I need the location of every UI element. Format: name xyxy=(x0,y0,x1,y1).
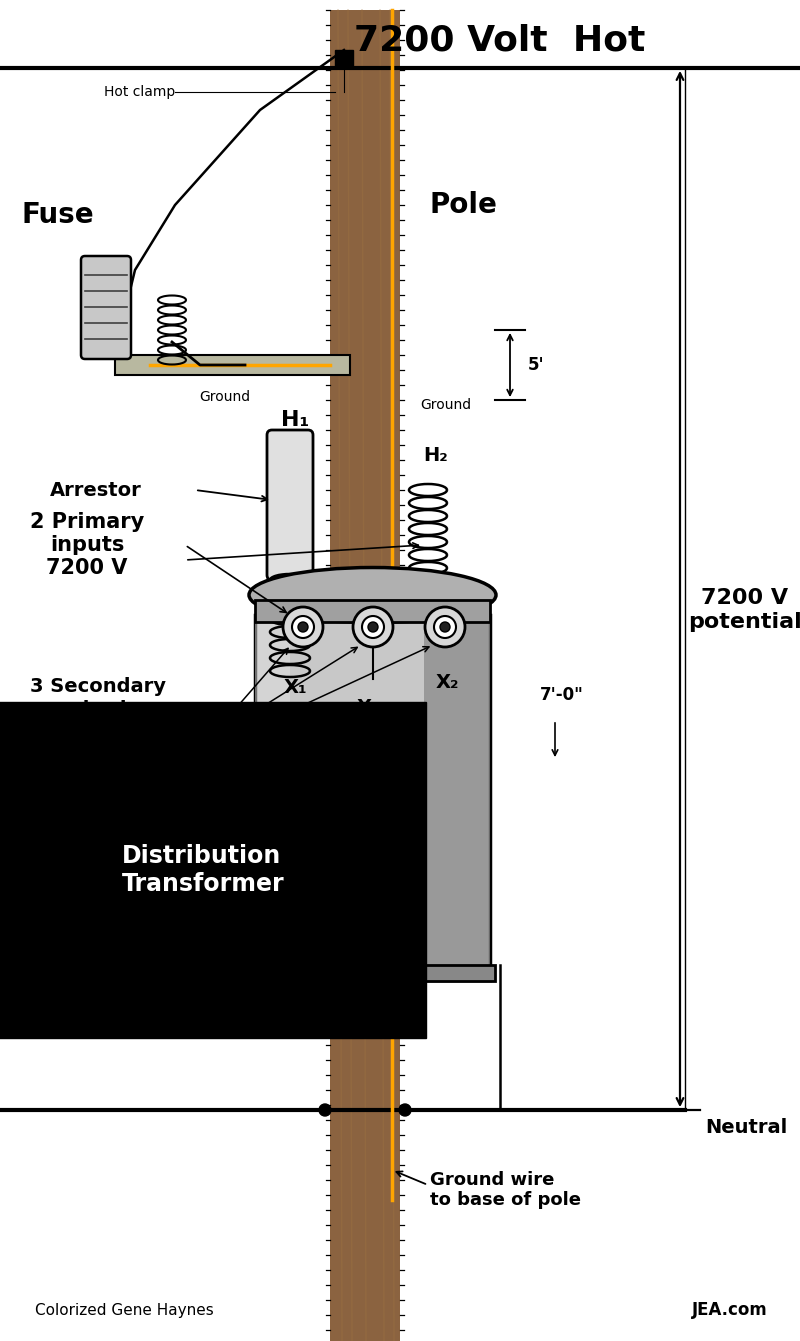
FancyBboxPatch shape xyxy=(81,256,131,359)
Text: Hot clamp: Hot clamp xyxy=(104,84,175,99)
Circle shape xyxy=(440,622,450,632)
Text: Ground wire
to base of pole: Ground wire to base of pole xyxy=(430,1171,581,1210)
Text: Arrestor: Arrestor xyxy=(50,480,142,499)
Circle shape xyxy=(434,616,456,638)
Circle shape xyxy=(353,607,393,646)
Text: X₂: X₂ xyxy=(435,672,458,692)
Text: 3 Secondary
outputs
connect to
house
120-240 V: 3 Secondary outputs connect to house 120… xyxy=(30,676,166,783)
Text: X₃: X₃ xyxy=(356,697,380,716)
Circle shape xyxy=(292,616,314,638)
Text: 5': 5' xyxy=(528,355,545,374)
Text: H₁: H₁ xyxy=(281,410,309,430)
Text: JEA.com: JEA.com xyxy=(692,1301,768,1320)
Text: 7200 Volt  Hot: 7200 Volt Hot xyxy=(354,23,646,58)
Text: Ground: Ground xyxy=(199,390,250,404)
Ellipse shape xyxy=(249,567,496,622)
Text: X₁: X₁ xyxy=(283,677,307,696)
Text: Ground: Ground xyxy=(420,398,471,412)
Circle shape xyxy=(399,1104,411,1116)
Circle shape xyxy=(425,607,465,646)
Text: 2 Primary
inputs
7200 V: 2 Primary inputs 7200 V xyxy=(30,512,144,578)
Bar xyxy=(424,616,490,980)
FancyBboxPatch shape xyxy=(267,430,313,581)
Text: Colorized Gene Haynes: Colorized Gene Haynes xyxy=(35,1302,214,1317)
Text: Neutral: Neutral xyxy=(705,1118,787,1137)
Text: Pole: Pole xyxy=(430,190,498,219)
Bar xyxy=(255,616,490,980)
Circle shape xyxy=(362,616,384,638)
Circle shape xyxy=(319,1104,331,1116)
Text: 7'-0": 7'-0" xyxy=(540,687,584,704)
Circle shape xyxy=(298,622,308,632)
Circle shape xyxy=(283,607,323,646)
Circle shape xyxy=(368,622,378,632)
Text: 7200 V
potential: 7200 V potential xyxy=(688,589,800,632)
Text: H₂: H₂ xyxy=(423,445,448,464)
Bar xyxy=(335,50,353,68)
Bar xyxy=(255,616,290,980)
Text: Fuse: Fuse xyxy=(22,201,94,229)
Bar xyxy=(255,599,490,622)
Text: Distribution
Transformer: Distribution Transformer xyxy=(122,843,285,896)
Bar xyxy=(115,355,350,375)
Bar xyxy=(330,9,400,1341)
Bar xyxy=(250,966,495,982)
